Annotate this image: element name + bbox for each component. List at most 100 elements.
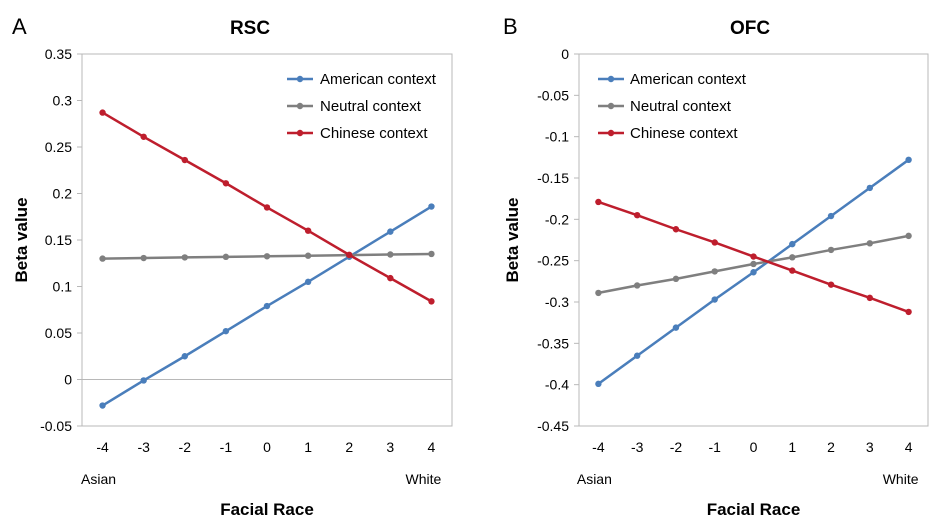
data-point <box>222 253 230 261</box>
y-axis-label: Beta value <box>12 197 31 282</box>
data-point <box>263 302 271 310</box>
data-point <box>672 275 680 283</box>
data-point <box>672 226 680 233</box>
data-point <box>905 308 912 316</box>
series-american-context <box>99 203 435 409</box>
data-point <box>140 377 147 384</box>
x-tick-label: 2 <box>345 439 353 455</box>
data-point <box>866 240 874 247</box>
data-point <box>905 156 912 164</box>
data-point <box>750 269 757 276</box>
legend-entry: Chinese context <box>287 125 428 142</box>
legend-label: Chinese context <box>320 125 428 142</box>
data-point <box>304 252 312 259</box>
data-point <box>827 281 835 288</box>
chart-panel-a: A RSC -0.05 0 0.05 0.1 0.15 0.2 0.25 0.3 0.35 -4 -3 -… <box>12 14 453 519</box>
legend-entry: American context <box>598 71 747 88</box>
y-tick-label: 0.1 <box>53 279 73 295</box>
data-point <box>789 267 796 274</box>
data-point <box>263 253 271 260</box>
legend-swatch-marker <box>607 75 615 83</box>
x-tick-label: -1 <box>708 439 721 455</box>
y-tick-label: 0.15 <box>45 232 72 248</box>
data-point <box>140 254 147 262</box>
data-point <box>428 203 435 210</box>
y-tick-label: 0 <box>561 46 569 62</box>
legend-label: American context <box>630 71 747 88</box>
x-tick-label: -4 <box>96 439 109 455</box>
y-tick-label: -0.15 <box>537 170 569 186</box>
y-tick-label: -0.05 <box>40 418 72 434</box>
legend-swatch-marker <box>607 102 615 110</box>
legend-swatch-marker <box>607 129 615 137</box>
legend-label: Neutral context <box>630 98 732 115</box>
data-point <box>263 204 271 211</box>
data-point <box>866 294 874 302</box>
x-end-label-left: Asian <box>81 471 116 487</box>
series-american-context <box>595 156 912 388</box>
data-point <box>711 268 718 275</box>
data-point <box>905 232 912 240</box>
y-tick-label: -0.4 <box>545 377 569 393</box>
x-tick-label: 1 <box>788 439 796 455</box>
data-point <box>827 212 835 220</box>
y-tick-label: 0 <box>64 372 72 388</box>
x-tick-label: 2 <box>827 439 835 455</box>
legend-entry: Chinese context <box>598 125 738 142</box>
legend-entry: American context <box>287 71 437 88</box>
data-point <box>633 352 641 359</box>
data-point <box>181 353 188 360</box>
legend-label: Chinese context <box>630 125 738 142</box>
x-tick-label: 0 <box>263 439 271 455</box>
data-point <box>672 324 680 331</box>
x-end-label-left: Asian <box>577 471 612 487</box>
legend-swatch-marker <box>296 102 304 110</box>
x-end-label-right: White <box>883 471 919 487</box>
data-point <box>99 109 106 116</box>
y-tick-label: 0.05 <box>45 325 72 341</box>
x-tick-label: -2 <box>179 439 192 455</box>
data-point <box>750 253 757 260</box>
legend-swatch-marker <box>296 129 304 137</box>
panel-letter: A <box>12 14 27 39</box>
y-axis-label: Beta value <box>503 197 522 282</box>
x-axis-label: Facial Race <box>220 500 314 519</box>
y-tick-label: 0.25 <box>45 139 72 155</box>
x-tick-label: 3 <box>866 439 874 455</box>
data-point <box>140 133 147 140</box>
data-point <box>711 296 718 303</box>
legend-swatch-marker <box>296 75 304 83</box>
data-point <box>711 239 718 246</box>
data-point <box>595 198 602 206</box>
x-tick-label: 1 <box>304 439 312 455</box>
chart-panel-b: B OFC -0.45 -0.4 -0.35 -0.3 -0.25 -0.2 -0.15 -0.1… <box>503 14 929 519</box>
data-point <box>304 227 312 234</box>
chart-title: OFC <box>730 18 770 39</box>
y-tick-label: -0.05 <box>537 87 569 103</box>
legend-entry: Neutral context <box>598 98 732 115</box>
series-chinese-context <box>595 198 912 316</box>
y-tick-label: 0.3 <box>53 93 73 109</box>
data-point <box>222 180 230 187</box>
data-point <box>387 228 394 235</box>
data-point <box>222 327 230 335</box>
x-tick-label: -3 <box>137 439 150 455</box>
data-point <box>99 402 106 409</box>
data-point <box>750 260 757 268</box>
series-neutral-context <box>99 250 435 262</box>
data-point <box>387 251 394 258</box>
chart-title: RSC <box>230 18 270 39</box>
y-tick-label: 0.2 <box>53 186 73 202</box>
legend-label: Neutral context <box>320 98 422 115</box>
y-tick-label: -0.35 <box>537 335 569 351</box>
data-point <box>789 254 796 261</box>
series-neutral-context <box>595 232 912 297</box>
panel-letter: B <box>503 14 518 39</box>
data-point <box>633 212 641 219</box>
x-end-label-right: White <box>406 471 442 487</box>
x-tick-label: -3 <box>631 439 644 455</box>
x-tick-label: 0 <box>750 439 758 455</box>
plot-area <box>578 53 929 427</box>
data-point <box>304 278 312 286</box>
